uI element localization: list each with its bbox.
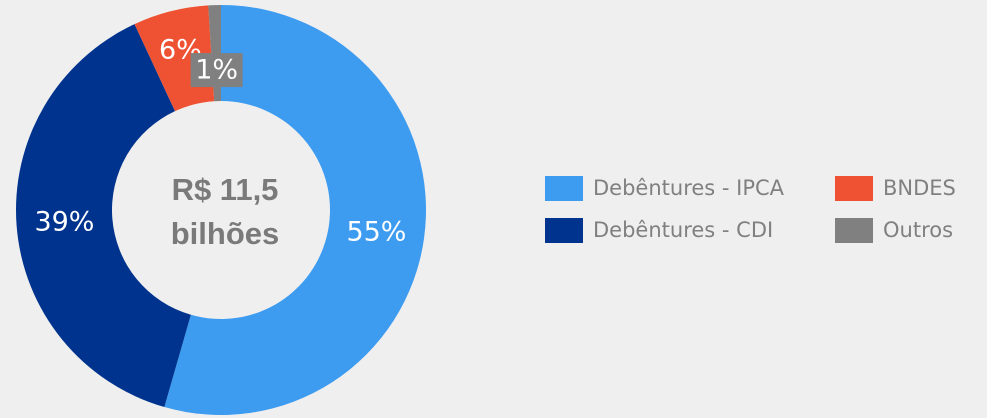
legend-swatch: [545, 218, 583, 243]
donut-slice: [16, 24, 191, 408]
legend-label: Debêntures - IPCA: [593, 176, 785, 200]
value-label: 55%: [346, 216, 406, 247]
value-label-box: [190, 53, 243, 88]
center-label: R$ 11,5: [172, 172, 279, 207]
donut-slice: [164, 5, 427, 416]
legend-label: Outros: [883, 218, 953, 242]
value-label: 39%: [34, 207, 94, 238]
center-label: bilhões: [171, 216, 280, 251]
legend-swatch: [835, 176, 873, 201]
legend-label: Debêntures - CDI: [593, 218, 773, 242]
legend-swatch: [835, 218, 873, 243]
legend-label: BNDES: [883, 176, 956, 200]
legend-swatch: [545, 176, 583, 201]
value-label: 1%: [195, 55, 238, 86]
